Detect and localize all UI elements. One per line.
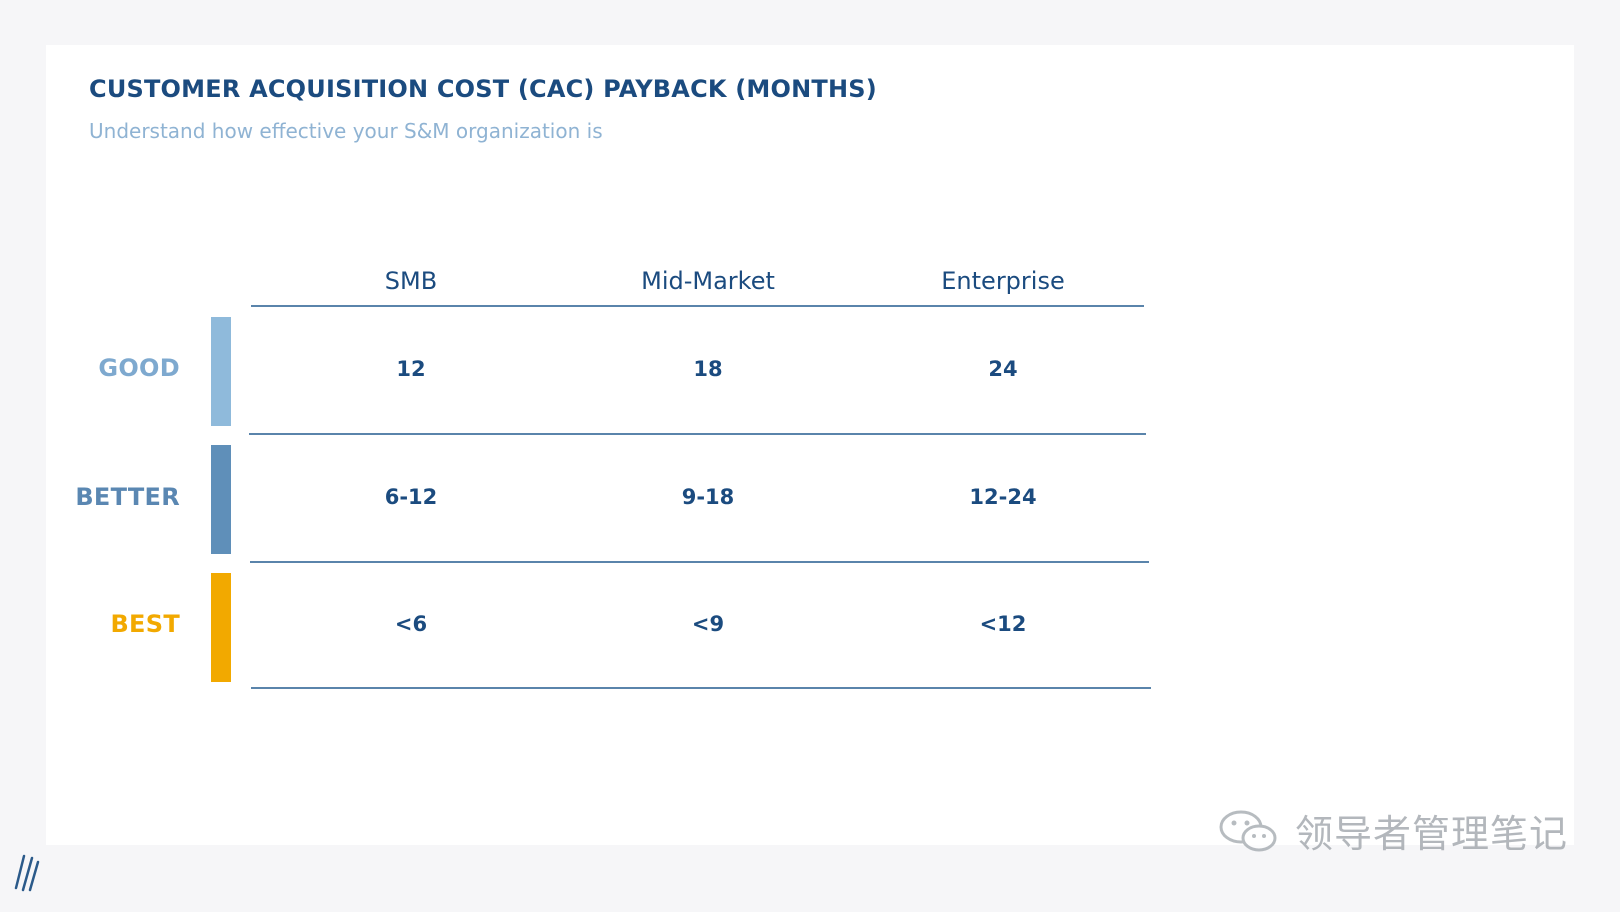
cell-good-mid-market: 18 <box>693 357 723 381</box>
column-header-smb: SMB <box>384 267 438 295</box>
cell-best-mid-market: <9 <box>691 612 725 636</box>
row-divider-best <box>251 687 1151 689</box>
row-label-better: BETTER <box>75 483 180 511</box>
row-label-best: BEST <box>110 610 180 638</box>
column-header-mid-market: Mid-Market <box>641 267 775 295</box>
slide-card: CUSTOMER ACQUISITION COST (CAC) PAYBACK … <box>46 45 1574 845</box>
cell-best-smb: <6 <box>394 612 428 636</box>
row-color-bar-better <box>211 445 231 554</box>
brand-slash-icon <box>10 852 44 892</box>
header-rule <box>251 305 1144 307</box>
cell-better-mid-market: 9-18 <box>681 485 735 509</box>
row-color-bar-best <box>211 573 231 682</box>
cell-better-smb: 6-12 <box>384 485 438 509</box>
cell-good-enterprise: 24 <box>988 357 1018 381</box>
row-label-good: GOOD <box>98 354 180 382</box>
row-divider-better <box>250 561 1149 563</box>
cell-good-smb: 12 <box>396 357 426 381</box>
row-divider-good <box>249 433 1146 435</box>
watermark: 领导者管理笔记 <box>1215 803 1568 858</box>
column-header-enterprise: Enterprise <box>941 267 1065 295</box>
page-title: CUSTOMER ACQUISITION COST (CAC) PAYBACK … <box>89 75 877 103</box>
page-subtitle: Understand how effective your S&M organi… <box>89 119 603 143</box>
row-color-bar-good <box>211 317 231 426</box>
cell-best-enterprise: <12 <box>979 612 1027 636</box>
cell-better-enterprise: 12-24 <box>969 485 1037 509</box>
wechat-icon <box>1215 808 1285 854</box>
watermark-text: 领导者管理笔记 <box>1294 812 1568 856</box>
